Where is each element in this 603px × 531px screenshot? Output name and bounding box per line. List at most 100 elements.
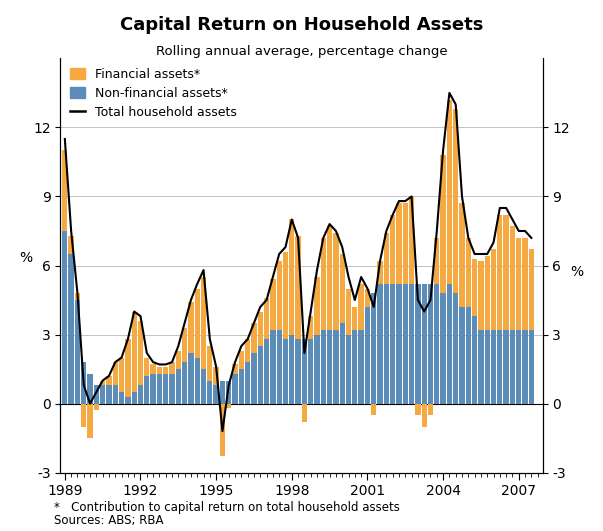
- Bar: [251, 353, 257, 404]
- Bar: [163, 374, 168, 404]
- Bar: [516, 330, 522, 404]
- Bar: [459, 203, 465, 404]
- Bar: [119, 392, 124, 404]
- Bar: [75, 300, 80, 404]
- Bar: [409, 196, 414, 404]
- Bar: [359, 284, 364, 404]
- Bar: [339, 323, 345, 404]
- Bar: [100, 385, 106, 404]
- Bar: [270, 330, 276, 404]
- Bar: [289, 219, 294, 404]
- Bar: [106, 385, 112, 404]
- Bar: [169, 362, 175, 404]
- Bar: [377, 261, 383, 404]
- Bar: [283, 252, 288, 404]
- Bar: [308, 339, 314, 404]
- Bar: [239, 350, 244, 404]
- Bar: [371, 404, 376, 415]
- Bar: [125, 397, 130, 404]
- Bar: [491, 330, 496, 404]
- Bar: [182, 362, 188, 404]
- Bar: [93, 404, 99, 410]
- Bar: [396, 284, 402, 404]
- Bar: [359, 330, 364, 404]
- Bar: [459, 307, 465, 404]
- Bar: [434, 284, 440, 404]
- Bar: [302, 404, 307, 422]
- Bar: [270, 279, 276, 404]
- Bar: [415, 284, 420, 404]
- Bar: [226, 404, 232, 408]
- Bar: [295, 236, 301, 404]
- Bar: [163, 367, 168, 404]
- Bar: [169, 374, 175, 404]
- Bar: [434, 238, 440, 404]
- Bar: [175, 369, 181, 404]
- Bar: [428, 404, 433, 415]
- Bar: [415, 284, 420, 404]
- Bar: [390, 284, 396, 404]
- Bar: [371, 293, 376, 404]
- Bar: [289, 335, 294, 404]
- Bar: [485, 256, 490, 404]
- Bar: [333, 330, 338, 404]
- Text: Sources: ABS; RBA: Sources: ABS; RBA: [54, 514, 164, 527]
- Bar: [81, 362, 86, 404]
- Bar: [522, 238, 528, 404]
- Bar: [302, 339, 307, 404]
- Text: Capital Return on Household Assets: Capital Return on Household Assets: [120, 16, 483, 34]
- Bar: [321, 330, 326, 404]
- Bar: [119, 357, 124, 404]
- Bar: [504, 330, 509, 404]
- Bar: [157, 374, 162, 404]
- Total household assets: [440, 147, 447, 153]
- Bar: [409, 284, 414, 404]
- Bar: [125, 339, 130, 404]
- Bar: [151, 374, 156, 404]
- Bar: [421, 284, 427, 404]
- Bar: [201, 369, 206, 404]
- Bar: [151, 364, 156, 404]
- Bar: [472, 259, 477, 404]
- Bar: [529, 250, 534, 404]
- Bar: [321, 238, 326, 404]
- Bar: [93, 385, 99, 404]
- Bar: [207, 346, 212, 404]
- Bar: [308, 316, 314, 404]
- Bar: [327, 330, 332, 404]
- Bar: [365, 288, 370, 404]
- Bar: [87, 404, 93, 438]
- Bar: [314, 277, 320, 404]
- Legend: Financial assets*, Non-financial assets*, Total household assets: Financial assets*, Non-financial assets*…: [65, 63, 242, 124]
- Bar: [510, 226, 515, 404]
- Bar: [478, 330, 484, 404]
- Bar: [232, 364, 238, 404]
- Total household assets: [219, 428, 226, 434]
- Bar: [428, 284, 433, 404]
- Bar: [144, 357, 150, 404]
- Bar: [131, 312, 137, 404]
- Bar: [213, 385, 219, 404]
- Bar: [277, 330, 282, 404]
- Bar: [283, 339, 288, 404]
- Bar: [220, 404, 225, 457]
- Total household assets: [62, 136, 69, 142]
- Bar: [421, 284, 427, 404]
- Bar: [453, 293, 458, 404]
- Total household assets: [433, 228, 440, 234]
- Bar: [384, 284, 389, 404]
- Line: Total household assets: Total household assets: [65, 93, 531, 431]
- Bar: [314, 335, 320, 404]
- Bar: [239, 369, 244, 404]
- Bar: [403, 284, 408, 404]
- Bar: [478, 261, 484, 404]
- Bar: [371, 293, 376, 404]
- Bar: [106, 376, 112, 404]
- Bar: [447, 100, 452, 404]
- Bar: [447, 284, 452, 404]
- Bar: [352, 307, 358, 404]
- Bar: [466, 307, 471, 404]
- Bar: [100, 381, 106, 404]
- Bar: [384, 233, 389, 404]
- Text: Rolling annual average, percentage change: Rolling annual average, percentage chang…: [156, 45, 447, 58]
